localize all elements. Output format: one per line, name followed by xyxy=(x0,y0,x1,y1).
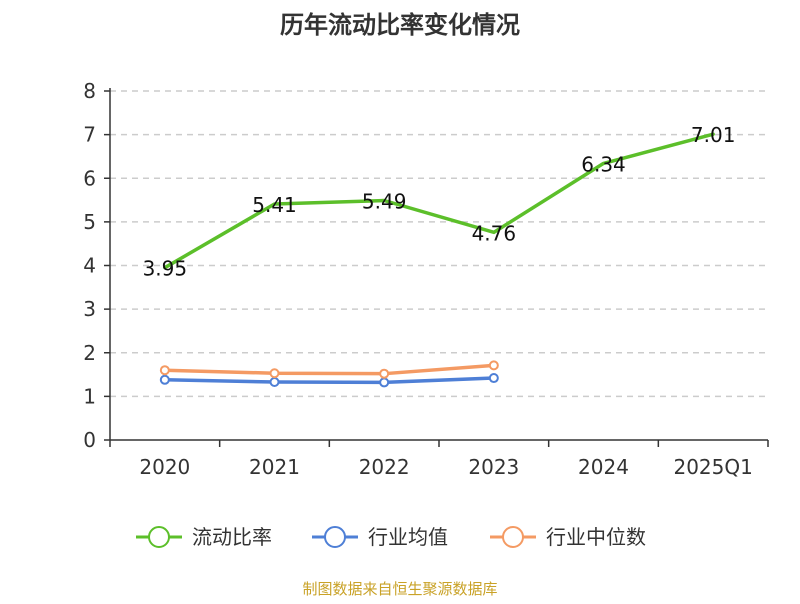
legend-label: 流动比率 xyxy=(192,525,272,549)
x-tick-label: 2025Q1 xyxy=(673,455,752,479)
y-tick-label: 4 xyxy=(83,254,96,278)
x-tick-label: 2023 xyxy=(468,455,519,479)
x-tick-label: 2022 xyxy=(359,455,410,479)
series-point xyxy=(159,374,170,385)
legend-label: 行业中位数 xyxy=(546,525,646,549)
series-point xyxy=(488,360,499,371)
y-tick-label: 0 xyxy=(83,428,96,452)
data-label: 6.34 xyxy=(581,152,626,176)
chart-title: 历年流动比率变化情况 xyxy=(280,11,520,39)
series-line xyxy=(163,132,715,270)
series-point xyxy=(269,376,280,387)
y-tick-label: 6 xyxy=(83,166,96,190)
series-point xyxy=(159,365,170,376)
axes: 0 1 2 3 4 5 6 7 8 2020 2021 2022 2023 2024 2025Q1 xyxy=(83,79,769,479)
y-tick-label: 1 xyxy=(83,384,96,408)
source-note: 制图数据来自恒生聚源数据库 xyxy=(302,580,497,598)
data-labels: 3.95 5.41 5.49 4.76 6.34 7.01 xyxy=(143,123,736,280)
series-lines xyxy=(159,132,715,388)
series-point xyxy=(379,377,390,388)
data-label: 4.76 xyxy=(472,221,517,245)
series-point xyxy=(488,373,499,384)
data-label: 5.49 xyxy=(362,189,407,213)
legend-marker xyxy=(502,526,524,548)
series-point xyxy=(269,368,280,379)
legend-marker xyxy=(148,526,170,548)
series-point xyxy=(379,368,390,379)
data-label: 5.41 xyxy=(252,193,297,217)
x-tick-label: 2020 xyxy=(139,455,190,479)
legend: 流动比率 行业均值 行业中位数 xyxy=(136,525,646,549)
x-tick-label: 2024 xyxy=(578,455,629,479)
y-tick-label: 5 xyxy=(83,210,96,234)
y-tick-label: 7 xyxy=(83,123,96,147)
y-tick-label: 2 xyxy=(83,341,96,365)
series-line xyxy=(163,363,496,376)
y-tick-label: 3 xyxy=(83,297,96,321)
y-tick-label: 8 xyxy=(83,79,96,103)
legend-label: 行业均值 xyxy=(368,525,448,549)
data-label: 3.95 xyxy=(143,257,188,281)
series-line xyxy=(163,376,496,385)
x-tick-label: 2021 xyxy=(249,455,300,479)
data-label: 7.01 xyxy=(691,123,736,147)
legend-marker xyxy=(324,526,346,548)
